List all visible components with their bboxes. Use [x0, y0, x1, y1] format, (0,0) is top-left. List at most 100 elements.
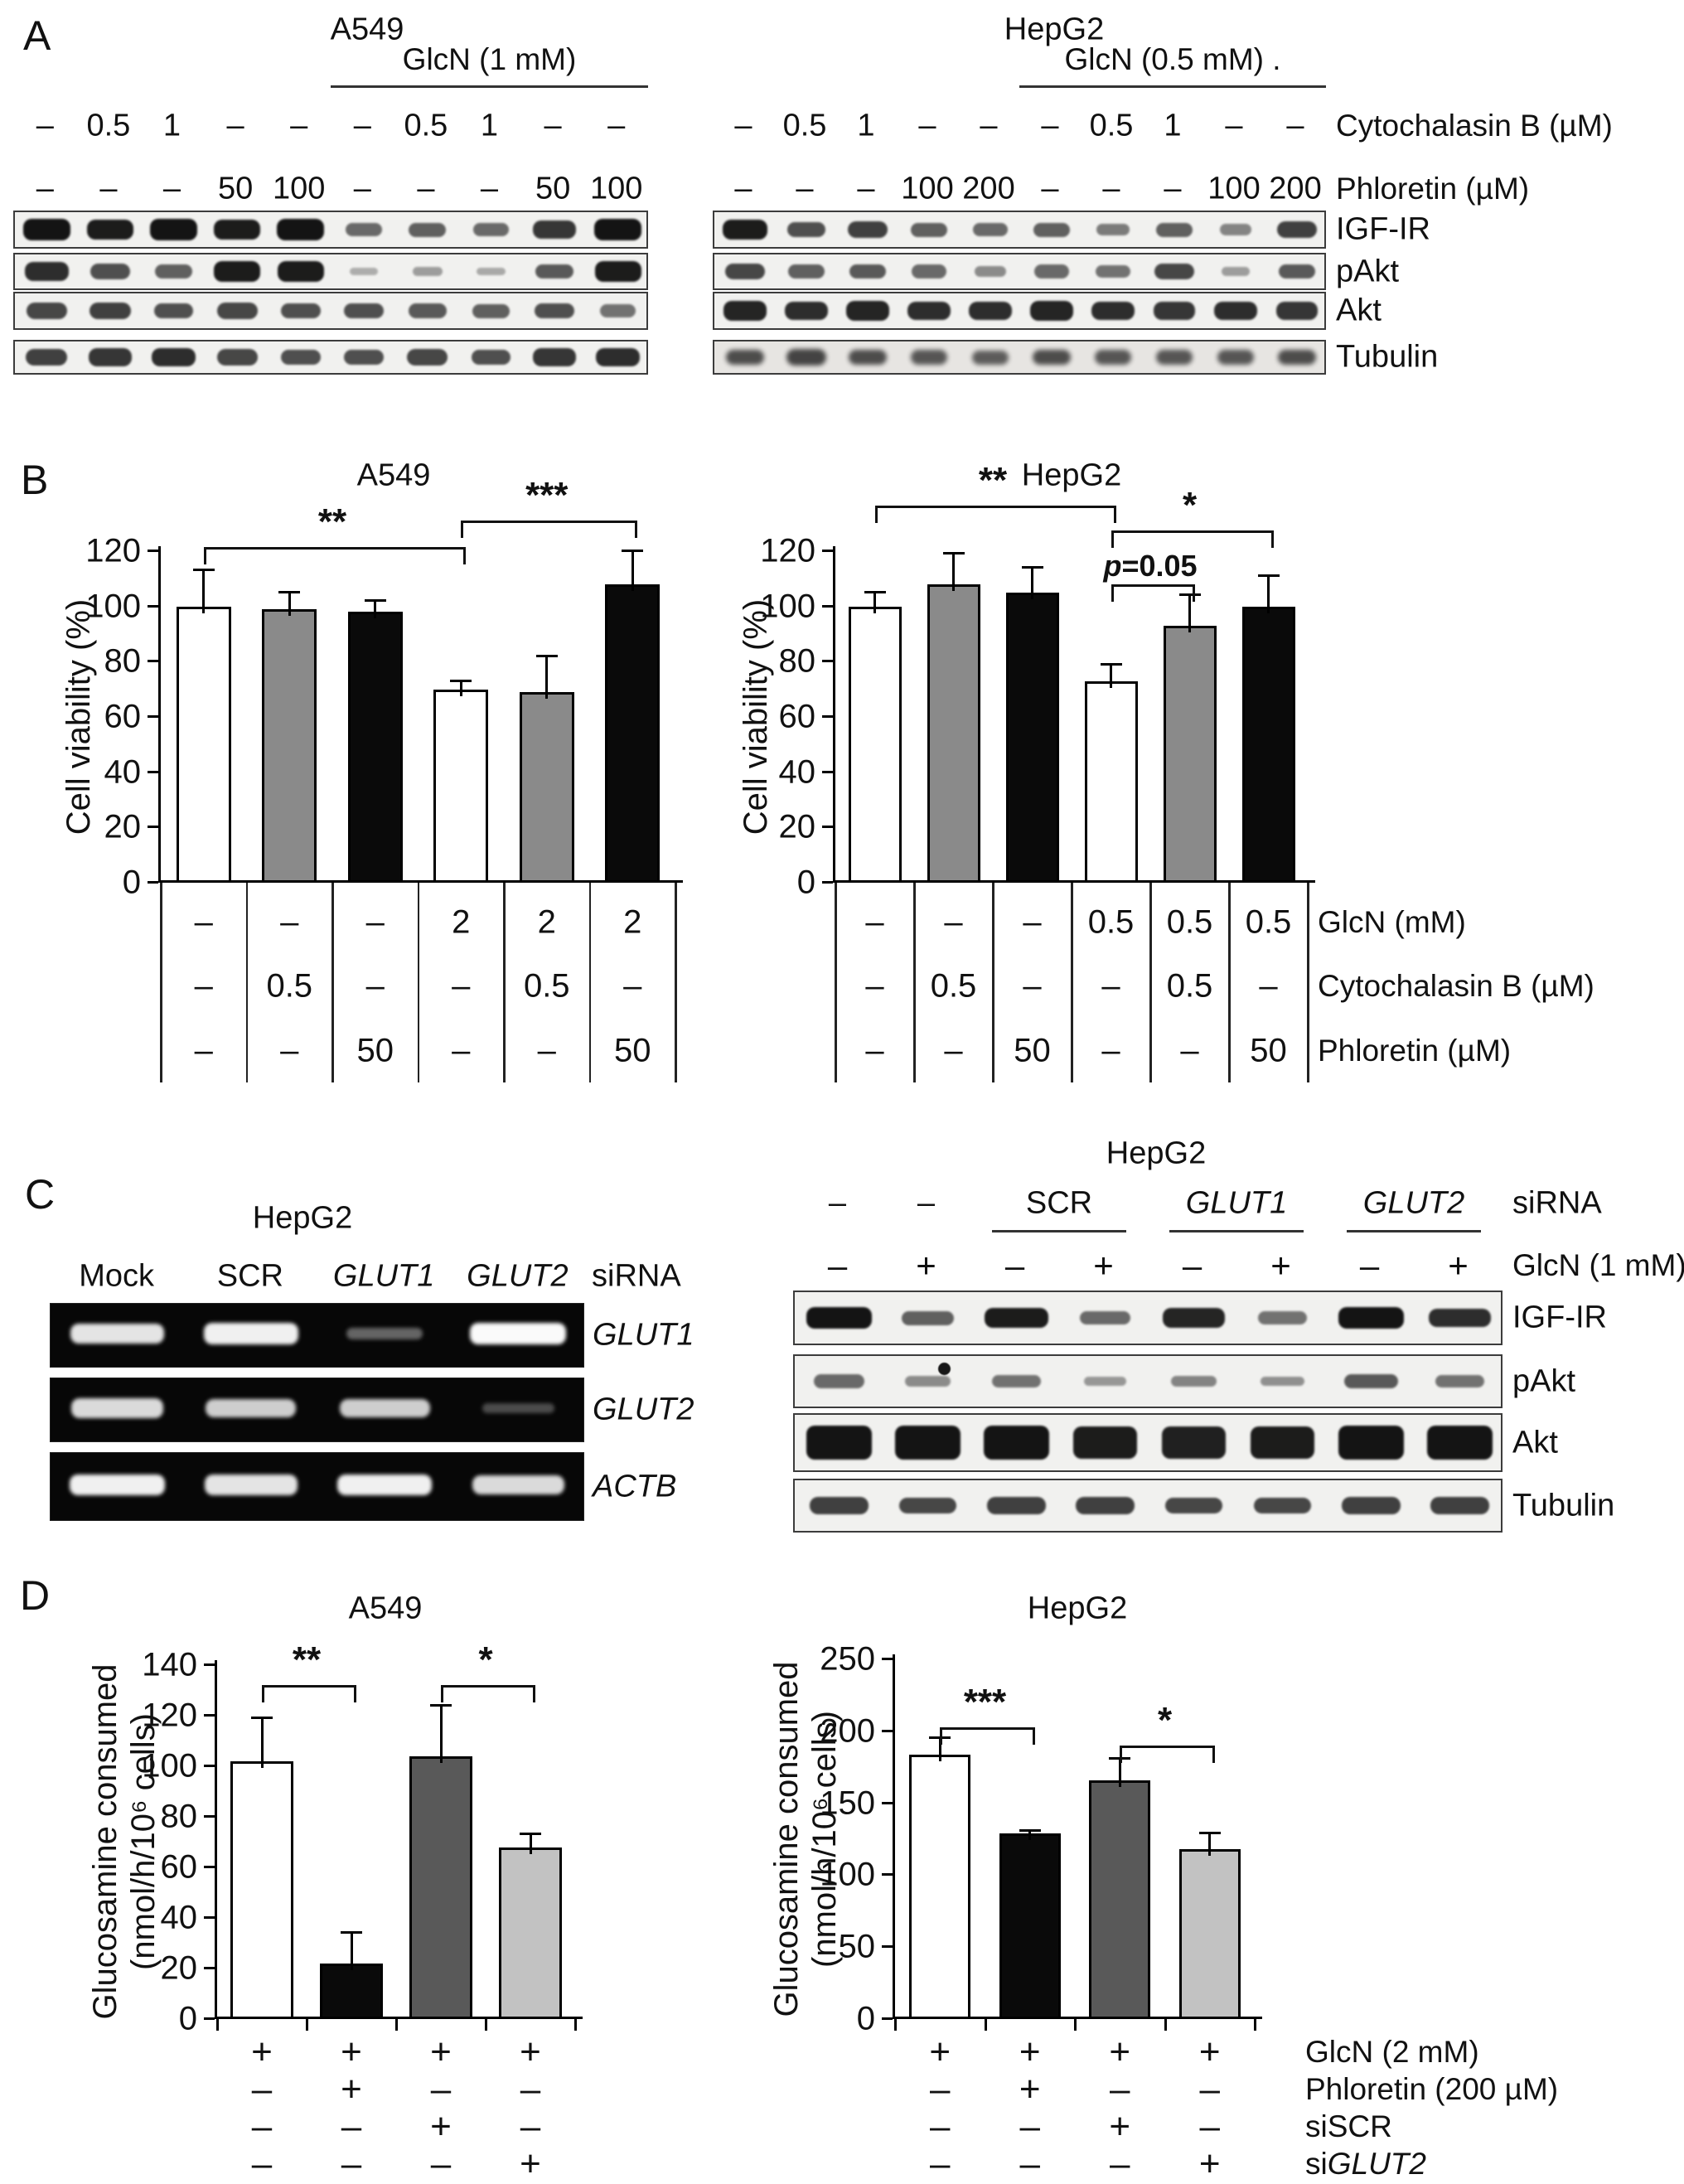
chart-title: A549 — [348, 1591, 423, 1626]
protein-band — [600, 304, 636, 317]
bar — [176, 606, 231, 883]
sig-bracket — [1111, 530, 1274, 548]
table-cell-value: 50 — [614, 1032, 651, 1069]
protein-band — [1338, 1307, 1405, 1329]
y-tick-label: 60 — [778, 698, 816, 735]
label-run: – — [917, 1185, 936, 1221]
protein-band — [280, 349, 321, 366]
error-bar-line — [1267, 576, 1270, 613]
error-bar-cap — [192, 569, 215, 572]
table-cell-value: – — [194, 967, 213, 1005]
protein-band — [533, 220, 576, 239]
table-column-line — [331, 883, 334, 1082]
y-tick — [204, 1866, 215, 1868]
protein-band — [1155, 350, 1193, 365]
dna-band — [339, 1398, 430, 1418]
table-cell-value: 2 — [452, 903, 471, 941]
label-run: Cytochalasin B (µM) — [1318, 969, 1594, 1003]
table-cell-value: – — [865, 903, 884, 941]
phloretin-dose: – — [1164, 171, 1182, 206]
gel-strip — [50, 1378, 584, 1442]
protein-band — [1338, 1426, 1405, 1460]
dna-band — [470, 1323, 567, 1344]
y-tick-label: 20 — [104, 808, 142, 845]
table-cell-value: – — [1199, 2106, 1220, 2147]
blot-artifact-dot — [938, 1363, 951, 1375]
y-axis-label-line: Glucosamine consumed — [768, 1661, 805, 2017]
protein-band — [1170, 1375, 1217, 1387]
glcn-plusminus: + — [916, 1246, 936, 1285]
protein-band — [150, 219, 197, 240]
protein-band — [154, 264, 193, 278]
protein-band — [848, 349, 888, 366]
blot-label-pAkt: pAkt — [1336, 254, 1400, 288]
y-tick-label: 120 — [85, 532, 141, 569]
table-cell-value: + — [1109, 2106, 1131, 2147]
dna-band — [481, 1402, 554, 1414]
cytochalasin-dose: – — [1286, 108, 1304, 143]
protein-band — [1162, 1426, 1226, 1460]
protein-band — [901, 1310, 955, 1325]
y-tick-label: 20 — [160, 1949, 198, 1987]
label-run: p — [1103, 549, 1122, 583]
y-tick — [148, 604, 158, 608]
bar — [1089, 1780, 1151, 2019]
sirna-group-underline — [1169, 1230, 1304, 1232]
table-column-line — [913, 883, 916, 1082]
bar — [1005, 593, 1059, 883]
sig-label: *** — [525, 475, 568, 516]
error-bar-line — [1118, 1758, 1121, 1787]
protein-band — [1154, 263, 1194, 280]
table-cell-value: + — [929, 2031, 951, 2072]
protein-band — [1156, 222, 1193, 237]
label-run: ** — [317, 501, 347, 542]
blot-strip-Akt — [713, 292, 1326, 330]
gel-label: ACTB — [593, 1469, 676, 1504]
protein-band — [911, 222, 947, 237]
protein-band — [346, 222, 383, 237]
y-tick-label: 0 — [856, 2000, 875, 2037]
protein-band — [596, 347, 641, 367]
y-tick-label: 80 — [160, 1798, 198, 1835]
protein-band — [277, 219, 325, 240]
gel-strip — [50, 1452, 584, 1521]
protein-band — [813, 1374, 865, 1388]
table-cell-value: 50 — [1250, 1032, 1287, 1069]
phloretin-dose: – — [1041, 171, 1059, 206]
error-bar-line — [459, 680, 462, 696]
sig-bracket — [1111, 584, 1195, 602]
table-cell-value: + — [430, 2031, 452, 2072]
protein-band — [972, 350, 1009, 365]
protein-band — [472, 303, 511, 318]
table-cell-value: 0.5 — [523, 967, 570, 1005]
protein-band — [786, 349, 826, 366]
protein-band — [975, 266, 1006, 277]
y-tick — [148, 550, 158, 552]
label-run: GLUT1 — [1185, 1185, 1288, 1221]
sig-label: *** — [964, 1682, 1006, 1723]
phloretin-dose: – — [99, 171, 118, 206]
error-bar-cap — [1019, 1828, 1041, 1832]
chart-title: HepG2 — [1021, 458, 1122, 493]
table-cell-value: – — [930, 2106, 951, 2147]
table-row-label: siGLUT2 — [1305, 2147, 1426, 2182]
y-tick-label: 40 — [778, 753, 816, 791]
label-run: Phloretin (200 µM) — [1305, 2072, 1559, 2106]
blot-strip-Tubulin — [13, 340, 648, 375]
label-run: GLUT1 — [593, 1317, 694, 1353]
label-run: ** — [292, 1639, 322, 1681]
table-cell-value: – — [1259, 967, 1278, 1005]
protein-band — [905, 1376, 951, 1387]
protein-band — [344, 303, 385, 319]
label-run: GLUT1 — [332, 1258, 435, 1294]
table-cell-value: – — [537, 1032, 556, 1069]
x-axis-tick — [894, 2019, 897, 2031]
table-cell-value: – — [251, 2143, 273, 2184]
dna-band — [70, 1474, 165, 1496]
y-tick — [822, 770, 833, 773]
x-axis-line — [158, 880, 683, 883]
error-bar-line — [439, 1705, 443, 1763]
bar — [1084, 680, 1138, 883]
x-axis-tick — [1254, 2019, 1256, 2031]
sig-bracket — [461, 521, 638, 539]
